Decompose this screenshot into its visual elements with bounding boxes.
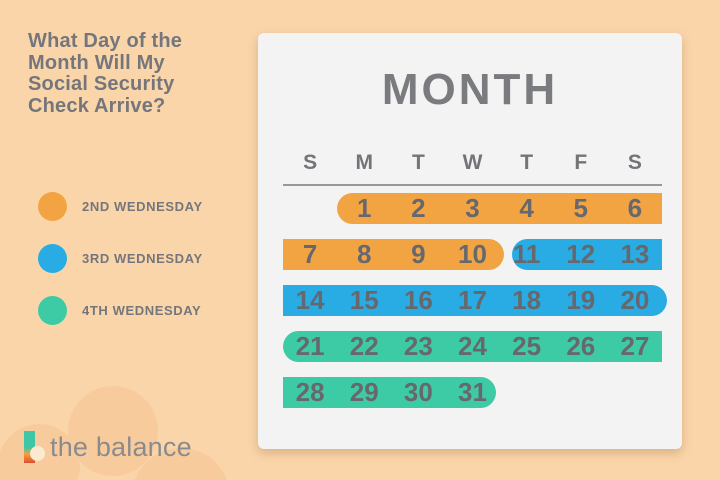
logo-bowl-shape	[30, 446, 45, 461]
payment-band-orange	[337, 193, 662, 224]
calendar-day: 19	[566, 285, 596, 315]
orange-dot-icon	[38, 191, 67, 221]
calendar-day: 26	[566, 331, 596, 361]
title-line: Month Will My	[28, 51, 165, 74]
calendar-month-title: MONTH	[381, 65, 559, 114]
legend-label: 3RD WEDNESDAY	[82, 250, 203, 266]
calendar-day: 10	[458, 239, 487, 269]
calendar-day: 31	[458, 377, 487, 407]
payment-band-teal	[283, 331, 662, 362]
page-title: What Day of the Month Will My Social Secur…	[28, 30, 238, 118]
calendar-day: 29	[349, 377, 379, 407]
calendar-day: 7	[302, 239, 318, 269]
weekday-header: S	[627, 151, 642, 174]
calendar-day: 6	[627, 193, 643, 223]
balance-logo-icon	[24, 431, 45, 463]
calendar-day: 1	[356, 193, 372, 223]
payment-band-blue	[283, 285, 667, 316]
calendar-day: 18	[512, 285, 542, 315]
logo-bar-shape	[24, 431, 35, 463]
decorative-blob	[68, 386, 158, 476]
brand-name: the balance	[50, 431, 192, 462]
calendar-day: 23	[403, 331, 433, 361]
calendar-day: 5	[573, 193, 588, 223]
calendar-day: 16	[403, 285, 433, 315]
weekday-header: W	[462, 151, 483, 174]
calendar-day: 15	[349, 285, 379, 315]
legend-label: 2ND WEDNESDAY	[82, 198, 203, 214]
legend-item: 4TH WEDNESDAY	[38, 295, 203, 325]
calendar-day: 9	[411, 239, 426, 269]
teal-dot-icon	[38, 295, 67, 325]
calendar-day: 2	[411, 193, 426, 223]
payment-band-orange	[283, 239, 504, 270]
calendar-day: 14	[295, 285, 325, 315]
calendar-day: 30	[403, 377, 433, 407]
calendar-day: 27	[620, 331, 650, 361]
payment-band-teal	[283, 377, 496, 408]
calendar-day: 22	[349, 331, 379, 361]
calendar-day: 17	[458, 285, 487, 315]
legend-item: 3RD WEDNESDAY	[38, 243, 203, 273]
calendar-day: 13	[620, 239, 650, 269]
calendar-day: 25	[512, 331, 542, 361]
calendar-day: 8	[356, 239, 372, 269]
calendar-day: 4	[519, 193, 534, 223]
brand-logo: the balance	[24, 431, 192, 463]
payment-band-blue	[511, 239, 662, 270]
legend: 2ND WEDNESDAY 3RD WEDNESDAY 4TH WEDNESDAY	[38, 191, 203, 325]
calendar-day: 28	[295, 377, 325, 407]
calendar-day: 3	[465, 193, 480, 223]
title-line: Check Arrive?	[28, 95, 166, 118]
legend-label: 4TH WEDNESDAY	[82, 302, 202, 318]
calendar-day: 21	[295, 331, 325, 361]
title-line: Social Security	[28, 73, 175, 96]
header-divider	[283, 184, 662, 186]
legend-item: 2ND WEDNESDAY	[38, 191, 203, 221]
weekday-header: F	[574, 151, 588, 174]
weekday-header: M	[355, 151, 373, 174]
calendar-day: 20	[620, 285, 650, 315]
blue-dot-icon	[38, 243, 67, 273]
weekday-header: T	[411, 151, 425, 174]
calendar-grid: 1 2 3 4 5 6 7 8 9 10 11 12 13 14 15 16 17 18 19 20 21 22 23 24 2…	[258, 33, 682, 449]
calendar-day: 11	[512, 239, 541, 269]
weekday-header: S	[303, 151, 318, 174]
title-line: What Day of the	[28, 30, 183, 52]
weekday-header: T	[520, 151, 534, 174]
calendar-day: 24	[458, 331, 487, 361]
calendar-day: 12	[566, 239, 596, 269]
